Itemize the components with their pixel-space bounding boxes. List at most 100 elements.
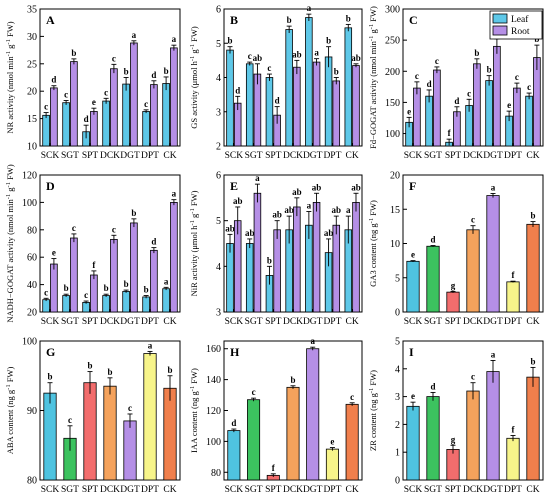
y-tick-label: 20 [27, 308, 37, 319]
x-tick-label: DCK [100, 151, 120, 161]
y-tick-label: 2 [216, 142, 221, 153]
significance-letter: c [144, 99, 148, 109]
y-axis-label: GS activity (μmol h-1 g-1 FW) [189, 26, 200, 129]
significance-letter: b [87, 361, 92, 371]
chart-panel-H: 80 100 120 140 160 IAA content (ng g-1 FW) H SC… [189, 336, 363, 495]
panel-label: A [46, 13, 55, 27]
y-tick-label: 10 [390, 239, 400, 250]
y-axis-label: Fd−GOGAT activity (nmol min-1 g-1 FW) [368, 6, 379, 149]
significance-letter: a [491, 182, 496, 192]
y-axis-label: ABA content (ng g-1 FW) [5, 367, 16, 455]
x-tick-label: DCK [100, 317, 120, 327]
bar-CK-root [352, 65, 360, 147]
y-tick-label: 160 [206, 344, 221, 355]
significance-letter: a [172, 189, 177, 199]
x-tick-label: SGT [61, 151, 79, 161]
x-tick-label: SPT [82, 317, 99, 327]
significance-letter: d [235, 85, 240, 95]
chart-panel-G: 80 90 100 ABA content (ng g-1 FW) G SCK b SGT c S… [5, 337, 181, 495]
bar-CK [526, 223, 540, 313]
x-tick-label: DPT [504, 151, 522, 161]
bar-DGT-root [130, 222, 138, 313]
x-tick-label: DGT [303, 485, 323, 495]
x-tick-label: SGT [245, 317, 263, 327]
x-tick-label: DGT [303, 317, 323, 327]
x-tick-label: SCK [225, 317, 244, 327]
significance-letter: e [330, 437, 334, 447]
y-tick-label: 90 [27, 406, 37, 417]
bar-SCK [406, 405, 420, 481]
y-tick-label: 60 [27, 253, 37, 264]
x-tick-label: SGT [424, 317, 442, 327]
x-tick-label: SPT [445, 151, 462, 161]
x-tick-label: CK [346, 317, 359, 327]
y-tick-label: 20 [27, 87, 37, 98]
x-tick-label: SCK [404, 317, 423, 327]
bar-SPT [446, 291, 460, 313]
y-tick-label: 100 [385, 129, 400, 140]
x-tick-label: SPT [82, 151, 99, 161]
significance-letter: b [474, 48, 479, 58]
significance-letter: b [227, 36, 232, 46]
y-tick-label: 120 [22, 171, 37, 182]
bar-DCK [286, 386, 300, 481]
significance-letter: f [272, 463, 276, 473]
significance-letter: c [68, 415, 72, 425]
x-tick-label: DGT [483, 151, 503, 161]
bar-SPT-root [273, 229, 281, 313]
y-tick-label: 100 [22, 198, 37, 209]
x-tick-label: DPT [323, 151, 341, 161]
y-tick-label: 4 [216, 73, 221, 84]
y-tick-label: 35 [27, 5, 37, 16]
significance-letter: c [128, 403, 132, 413]
bar-SCK [43, 392, 57, 481]
x-tick-label: DCK [283, 485, 303, 495]
bar-DGT [486, 371, 500, 481]
significance-letter: b [124, 67, 129, 77]
significance-letter: e [407, 106, 411, 116]
significance-letter: ab [284, 205, 294, 215]
bar-SGT-leaf [62, 295, 70, 313]
significance-letter: ab [351, 182, 361, 192]
chart-panel-D: 20 40 60 80 100 120 NADH−GOGAT activity (nmol … [5, 164, 181, 327]
panel-label: I [409, 345, 414, 359]
significance-letter: d [275, 96, 280, 106]
x-tick-label: SCK [404, 151, 423, 161]
significance-letter: c [72, 223, 76, 233]
bar-SCK-leaf [226, 49, 234, 147]
bar-DPT-root [150, 84, 158, 147]
significance-letter: ab [292, 49, 302, 59]
x-tick-label: DGT [483, 485, 503, 495]
x-tick-label: CK [346, 485, 359, 495]
bar-SGT-leaf [425, 95, 433, 147]
y-tick-label: 5 [216, 216, 221, 227]
x-tick-label: DGT [303, 151, 323, 161]
x-tick-label: SPT [265, 151, 282, 161]
bar-CK-root [533, 57, 541, 147]
bar-CK-root [170, 201, 178, 313]
bar-DPT [325, 448, 339, 481]
bar-SGT-root [253, 73, 262, 147]
significance-letter: b [47, 372, 52, 382]
significance-letter: a [310, 336, 315, 346]
legend-label-leaf: Leaf [511, 14, 529, 25]
bar-DCK-leaf [102, 100, 110, 147]
y-tick-label: 5 [395, 273, 400, 284]
significance-letter: c [467, 88, 471, 98]
significance-letter: b [131, 208, 136, 218]
significance-letter: e [411, 250, 415, 260]
y-tick-label: 30 [27, 32, 37, 43]
bar-DGT [306, 348, 320, 481]
bar-CK [526, 376, 540, 481]
x-tick-label: DPT [323, 485, 341, 495]
bar-SCK-root [413, 87, 421, 147]
bar-DPT-root [332, 80, 341, 147]
bar-SCK-leaf [226, 243, 234, 313]
significance-letter: f [92, 260, 96, 270]
significance-letter: b [290, 375, 295, 385]
significance-letter: b [267, 255, 272, 265]
significance-letter: ab [312, 182, 322, 192]
significance-letter: a [307, 201, 312, 211]
y-tick-label: 25 [27, 59, 37, 70]
x-tick-label: SCK [41, 151, 60, 161]
